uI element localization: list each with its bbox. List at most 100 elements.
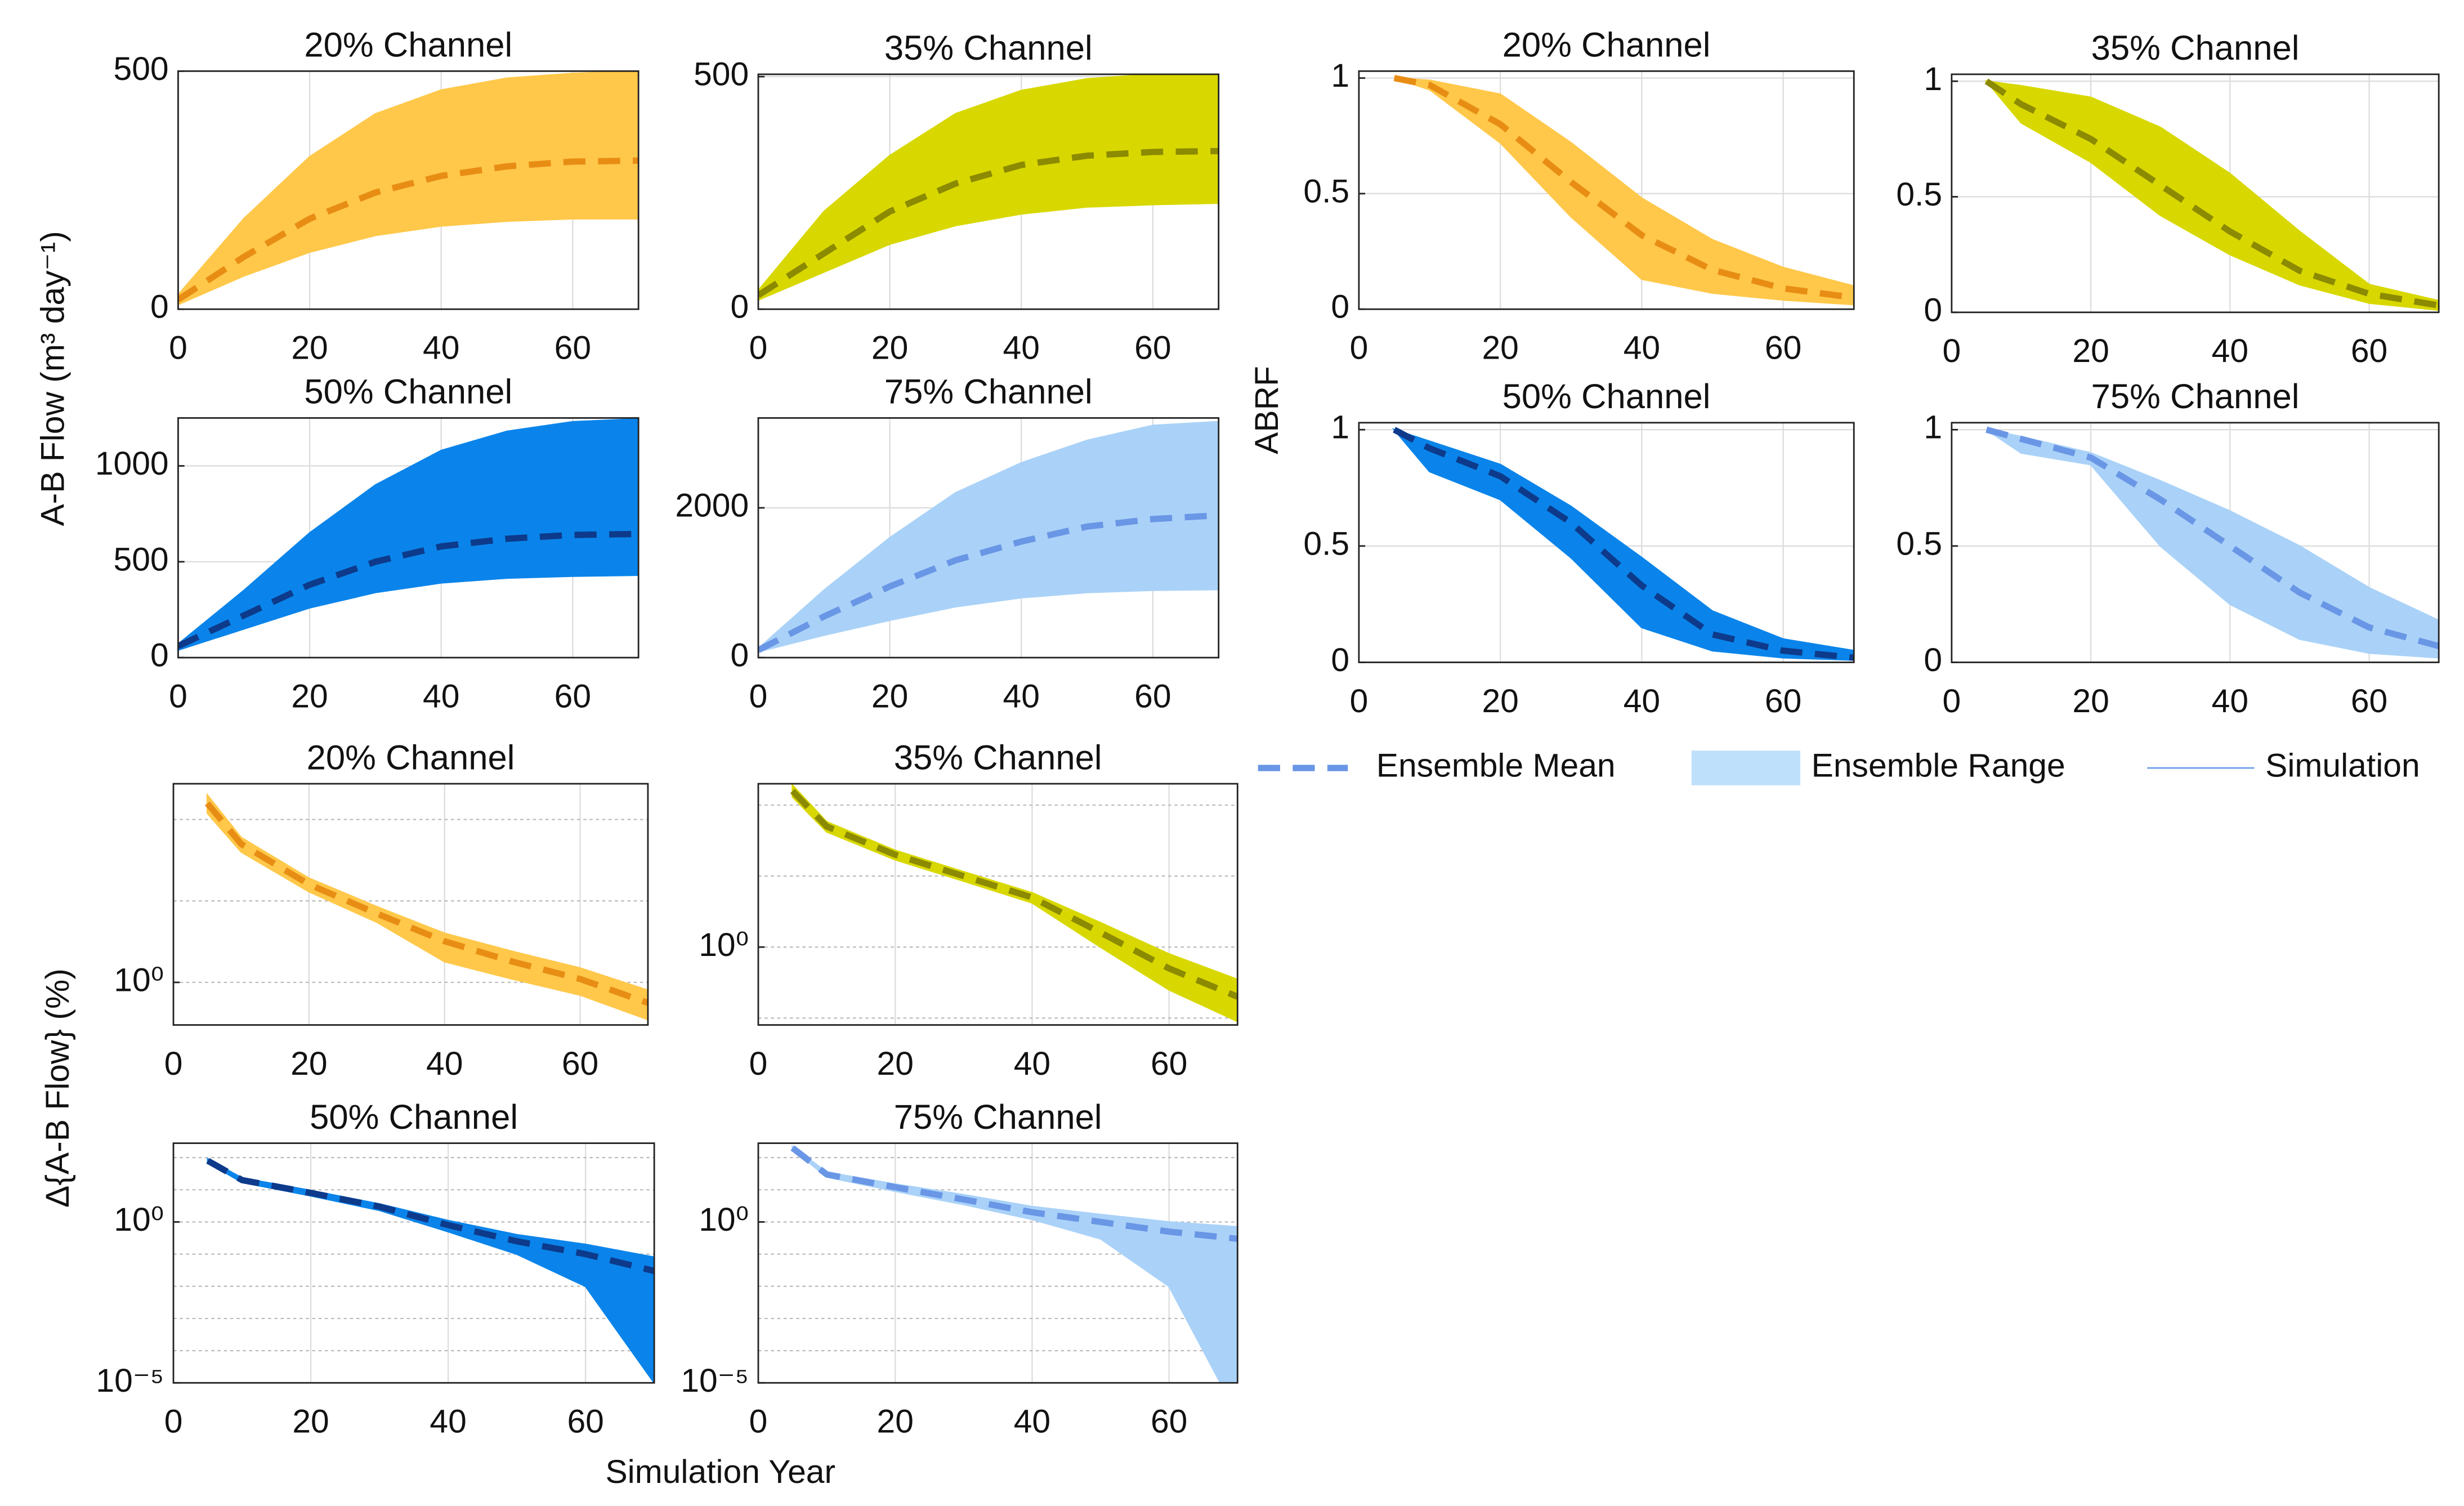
x-tick-label: 40 (1003, 678, 1040, 714)
y-tick-label: 0 (1331, 642, 1349, 678)
x-tick-label: 60 (567, 1404, 603, 1440)
x-tick-label: 0 (749, 678, 768, 714)
y-tick-label: 10⁰ (699, 927, 749, 963)
panel: 35% Channel 0 20 40 60 0 500 (694, 29, 1220, 367)
ensemble-range (206, 793, 648, 1021)
plot-content (758, 74, 1219, 301)
ensemble-range (791, 1145, 1238, 1383)
y-tick-label: 500 (114, 541, 169, 578)
x-tick-label: 40 (1014, 1045, 1050, 1082)
x-tick-label: 40 (426, 1045, 463, 1082)
y-tick-label: 10⁻⁵ (96, 1362, 164, 1399)
y-tick-label: 10⁰ (114, 962, 164, 998)
x-tick-label: 0 (1943, 333, 1961, 369)
y-tick-label: 0 (1924, 642, 1942, 678)
y-tick-label: 0.5 (1896, 176, 1942, 213)
y-tick-label: 1 (1924, 61, 1942, 97)
x-tick-label: 40 (1624, 330, 1660, 367)
plot-content (178, 418, 639, 651)
x-tick-label: 60 (1765, 683, 1801, 720)
plot-content (204, 793, 648, 1021)
x-tick-label: 60 (2351, 333, 2387, 369)
plot-content (1393, 75, 1854, 306)
legend: Ensemble Mean Ensemble Range Simulation (1258, 748, 2420, 785)
axes-frame (172, 1142, 655, 1384)
panel-title: 75% Channel (2091, 377, 2300, 416)
axes-frame (1358, 70, 1855, 310)
panel: 20% Channel 0 20 40 60 10⁰ (114, 738, 649, 1082)
axes-frame (177, 417, 640, 659)
ensemble-range (1392, 428, 1854, 661)
panel-title: 75% Channel (894, 1098, 1102, 1137)
x-tick-label: 0 (164, 1404, 183, 1440)
x-tick-label: 60 (554, 330, 591, 367)
y-tick-label: 500 (694, 56, 749, 93)
panel: 35% Channel 0 20 40 60 10⁰ (699, 738, 1238, 1082)
ensemble-range (758, 74, 1219, 301)
panel: 75% Channel 0 20 40 60 10⁻⁵ 10⁰ (681, 1098, 1238, 1440)
x-tick-label: 60 (2351, 683, 2387, 720)
x-tick-label: 60 (1134, 330, 1171, 367)
y-tick-label: 1000 (95, 445, 169, 482)
x-tick-label: 0 (749, 330, 768, 367)
x-tick-label: 20 (290, 1045, 327, 1082)
ensemble-mean (790, 1145, 1238, 1242)
y-tick-label: 0 (150, 637, 169, 674)
x-tick-label: 40 (2212, 683, 2248, 720)
y-tick-label: 500 (114, 51, 169, 87)
x-tick-label: 20 (871, 678, 908, 714)
x-tick-label: 40 (1003, 330, 1040, 367)
axes-frame (177, 70, 640, 310)
x-tick-label: 20 (877, 1045, 914, 1082)
ensemble-range (178, 71, 639, 306)
x-tick-label: 20 (2072, 333, 2109, 369)
y-tick-label: 0.5 (1303, 173, 1349, 209)
ensemble-mean (1984, 78, 2439, 309)
x-tick-label: 60 (554, 678, 591, 714)
x-tick-label: 0 (1350, 330, 1369, 367)
x-tick-label: 20 (292, 1404, 329, 1440)
x-tick-label: 20 (2072, 683, 2109, 720)
ensemble-mean (1393, 75, 1854, 301)
y-axis-label: ABRF (1249, 366, 1285, 454)
y-tick-label: 0 (730, 637, 749, 674)
ensemble-mean (178, 530, 639, 649)
x-tick-label: 0 (169, 678, 187, 714)
panel-title: 20% Channel (304, 26, 512, 65)
x-tick-label: 20 (291, 330, 328, 367)
x-tick-label: 0 (1350, 683, 1369, 720)
panel-title: 50% Channel (304, 373, 512, 412)
x-tick-label: 60 (562, 1045, 598, 1082)
panel: 20% Channel 0 20 40 60 0 500 (114, 26, 640, 367)
axes-frame (1951, 73, 2440, 314)
plot-content (178, 71, 639, 306)
y-tick-label: 0.5 (1896, 525, 1942, 562)
x-tick-label: 40 (423, 330, 459, 367)
panel-title: 35% Channel (884, 29, 1093, 68)
x-tick-label: 40 (430, 1404, 466, 1440)
plot-content (1984, 78, 2439, 311)
x-tick-label: 20 (877, 1404, 914, 1440)
x-tick-label: 0 (164, 1045, 183, 1082)
ensemble-mean (1393, 427, 1854, 661)
panel-title: 50% Channel (1502, 377, 1711, 416)
panel-title: 75% Channel (884, 373, 1093, 412)
axes-frame (757, 1142, 1238, 1384)
axes-frame (757, 417, 1220, 659)
x-tick-label: 60 (1151, 1045, 1187, 1082)
x-tick-label: 60 (1151, 1404, 1187, 1440)
x-tick-label: 0 (1943, 683, 1961, 720)
panel: 50% Channel 0 20 40 60 0 500 1000 (95, 373, 640, 714)
x-tick-label: 20 (1482, 683, 1518, 720)
x-tick-label: 20 (291, 678, 328, 714)
ensemble-range (178, 418, 639, 651)
panel: 50% Channel 0 20 40 60 10⁻⁵ 10⁰ (96, 1098, 655, 1440)
panel-title: 35% Channel (2091, 29, 2300, 68)
x-tick-label: 60 (1765, 330, 1801, 367)
y-tick-label: 10⁰ (114, 1201, 164, 1238)
y-tick-label: 0 (730, 289, 749, 325)
axes-frame (172, 783, 649, 1026)
x-tick-label: 40 (423, 678, 459, 714)
panel: 75% Channel 0 20 40 60 0 2000 (675, 373, 1220, 714)
